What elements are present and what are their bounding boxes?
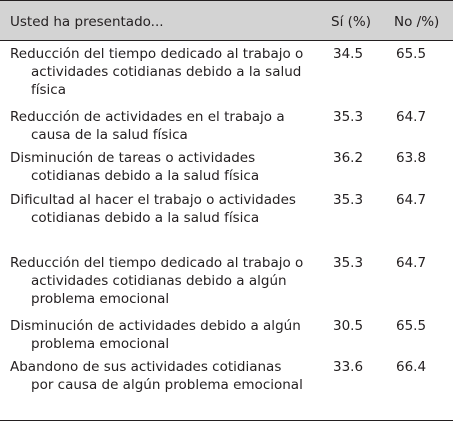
header-question: Usted ha presentado... — [10, 14, 164, 30]
row-si-value: 30.5 — [333, 318, 364, 334]
row-question: Abandono de sus actividades cotidianas p… — [10, 359, 303, 393]
row-no-value: 64.7 — [396, 255, 427, 271]
row-si-value: 35.3 — [333, 255, 364, 271]
row-si-value: 33.6 — [333, 359, 364, 375]
row-no-value: 64.7 — [396, 192, 427, 208]
header-no: No /%) — [394, 14, 440, 30]
row-question: Reducción del tiempo dedicado al trabajo… — [10, 255, 304, 307]
header-si: Sí (%) — [331, 14, 371, 30]
row-question: Disminución de actividades debido a algú… — [10, 318, 301, 352]
row-question: Dificultad al hacer el trabajo o activid… — [10, 192, 296, 226]
row-no-value: 66.4 — [396, 359, 427, 375]
row-no-value: 65.5 — [396, 318, 427, 334]
table-header: Usted ha presentado... Sí (%) No /%) — [0, 0, 453, 40]
row-question: Disminución de tareas o actividades coti… — [10, 150, 260, 184]
row-question: Reducción del tiempo dedicado al trabajo… — [10, 46, 304, 98]
header-divider — [0, 40, 453, 41]
row-si-value: 35.3 — [333, 109, 364, 125]
row-no-value: 65.5 — [396, 46, 427, 62]
row-si-value: 35.3 — [333, 192, 364, 208]
row-no-value: 64.7 — [396, 109, 427, 125]
row-si-value: 34.5 — [333, 46, 364, 62]
table-bottom-rule — [0, 420, 453, 421]
row-no-value: 63.8 — [396, 150, 427, 166]
row-si-value: 36.2 — [333, 150, 364, 166]
row-question: Reducción de actividades en el trabajo a… — [10, 109, 285, 143]
